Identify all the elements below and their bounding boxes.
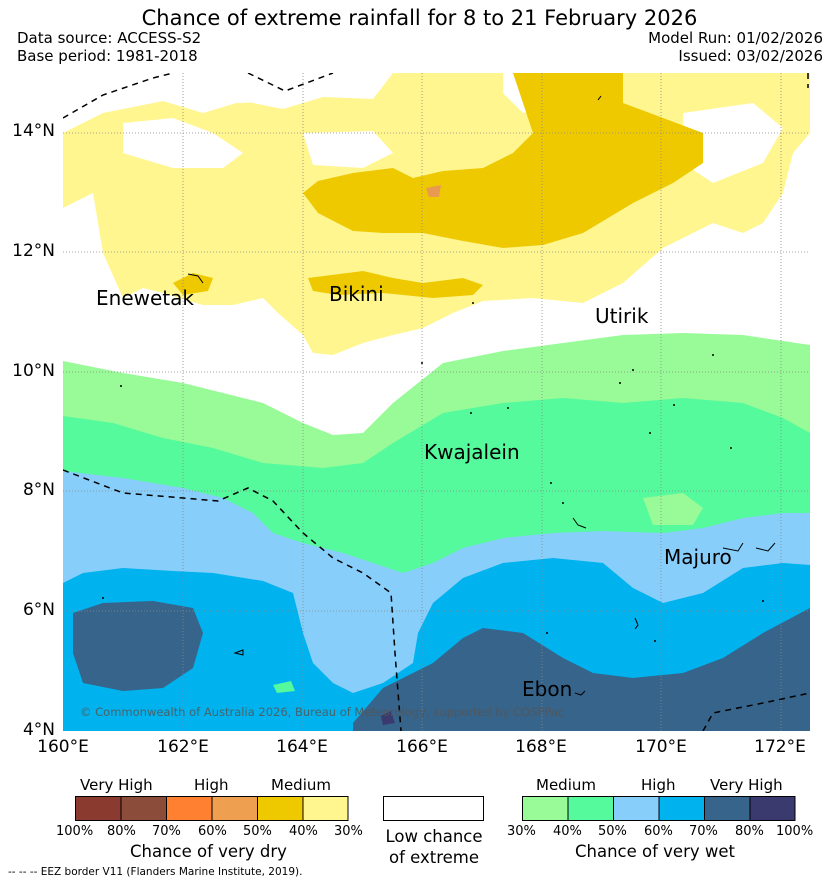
place-majuro: Majuro: [664, 545, 732, 569]
lon-label-164e: 164°E: [276, 737, 328, 757]
wet-swatch-70-80: [704, 796, 751, 821]
wet-high-label: High: [641, 776, 676, 794]
lat-label-8n: 8°N: [22, 480, 55, 500]
wet-tick-40: 40%: [553, 824, 582, 839]
dry-swatch-100-80: [75, 796, 122, 821]
lon-label-172e: 172°E: [754, 737, 806, 757]
dry-high-label: High: [194, 776, 229, 794]
eez-border-note: -- -- -- EEZ border V11 (Flanders Marine…: [8, 866, 303, 878]
dry-medium-region-3: [308, 271, 483, 298]
lat-label-12n: 12°N: [12, 241, 55, 261]
eez-borders: [63, 73, 810, 731]
wet-70-region-west: [73, 601, 203, 691]
place-kwajalein: Kwajalein: [424, 440, 520, 464]
white-gap-1: [183, 81, 268, 103]
copyright-notice: © Commonwealth of Australia 2026, Bureau…: [80, 705, 565, 719]
wet-40-blob: [273, 681, 295, 693]
dry-tick-80: 80%: [107, 824, 136, 839]
dry-high-spot: [426, 185, 441, 197]
wet-medium-label: Medium: [536, 776, 596, 794]
atoll-outlines: [187, 95, 776, 696]
dry-very-high-label: Very High: [80, 776, 153, 794]
neutral-swatch: [383, 796, 484, 821]
lat-label-6n: 6°N: [22, 600, 55, 620]
map-title: Chance of extreme rainfall for 8 to 21 F…: [141, 6, 698, 30]
dry-swatch-80-70: [120, 796, 167, 821]
lat-label-10n: 10°N: [12, 361, 55, 381]
wet-tick-80: 80%: [735, 824, 764, 839]
white-gap-4: [63, 273, 113, 348]
dry-swatch-50-40: [257, 796, 304, 821]
wet-tick-50: 50%: [598, 824, 627, 839]
wet-70-region-south: [353, 608, 810, 731]
dry-swatch-40-30: [302, 796, 349, 821]
dry-colorbar: [75, 796, 349, 821]
dry-tick-70: 70%: [152, 824, 181, 839]
dry-tick-50: 50%: [243, 824, 272, 839]
wet-swatch-80-100: [749, 796, 796, 821]
model-run: Model Run: 01/02/2026: [648, 29, 823, 47]
place-enewetak: Enewetak: [96, 286, 194, 310]
dry-tick-30: 30%: [334, 824, 363, 839]
lon-label-168e: 168°E: [515, 737, 567, 757]
rainfall-map: [63, 73, 810, 731]
lat-label-4n: 4°N: [22, 720, 55, 740]
lon-label-170e: 170°E: [635, 737, 687, 757]
dry-tick-60: 60%: [198, 824, 227, 839]
issued-date: Issued: 03/02/2026: [678, 47, 823, 65]
dry-tick-100: 100%: [56, 824, 94, 839]
dry-tick-40: 40%: [289, 824, 318, 839]
dry-medium-label: Medium: [271, 776, 331, 794]
lon-label-162e: 162°E: [157, 737, 209, 757]
lon-label-166e: 166°E: [396, 737, 448, 757]
place-ebon: Ebon: [522, 677, 573, 701]
dry-swatch-60-50: [211, 796, 258, 821]
wet-swatch-40-50: [567, 796, 614, 821]
wet-legend-title: Chance of very wet: [575, 842, 735, 861]
neutral-label-line1: Low chance: [385, 827, 483, 846]
wet-tick-60: 60%: [644, 824, 673, 839]
dry-legend-title: Chance of very dry: [130, 842, 287, 861]
wet-very-high-label: Very High: [710, 776, 783, 794]
wet-swatch-60-70: [658, 796, 705, 821]
wet-swatch-30-40: [522, 796, 569, 821]
base-period: Base period: 1981-2018: [17, 47, 198, 65]
islet-dots: [102, 302, 764, 642]
place-bikini: Bikini: [329, 282, 384, 306]
wet-colorbar: [522, 796, 796, 821]
dry-medium-region: [303, 73, 703, 248]
white-gap-5: [683, 103, 783, 183]
wet-swatch-50-60: [613, 796, 660, 821]
dry-swatch-70-60: [166, 796, 213, 821]
lon-label-160e: 160°E: [37, 737, 89, 757]
wet-80-spot: [381, 711, 395, 725]
lat-label-14n: 14°N: [12, 121, 55, 141]
wet-tick-100: 100%: [776, 824, 814, 839]
white-gap-3: [303, 131, 393, 168]
data-source: Data source: ACCESS-S2: [17, 29, 202, 47]
place-utirik: Utirik: [595, 304, 649, 328]
wet-tick-70: 70%: [689, 824, 718, 839]
neutral-label-line2: of extreme: [388, 848, 480, 867]
wet-30-pocket: [643, 493, 703, 525]
wet-tick-30: 30%: [507, 824, 536, 839]
